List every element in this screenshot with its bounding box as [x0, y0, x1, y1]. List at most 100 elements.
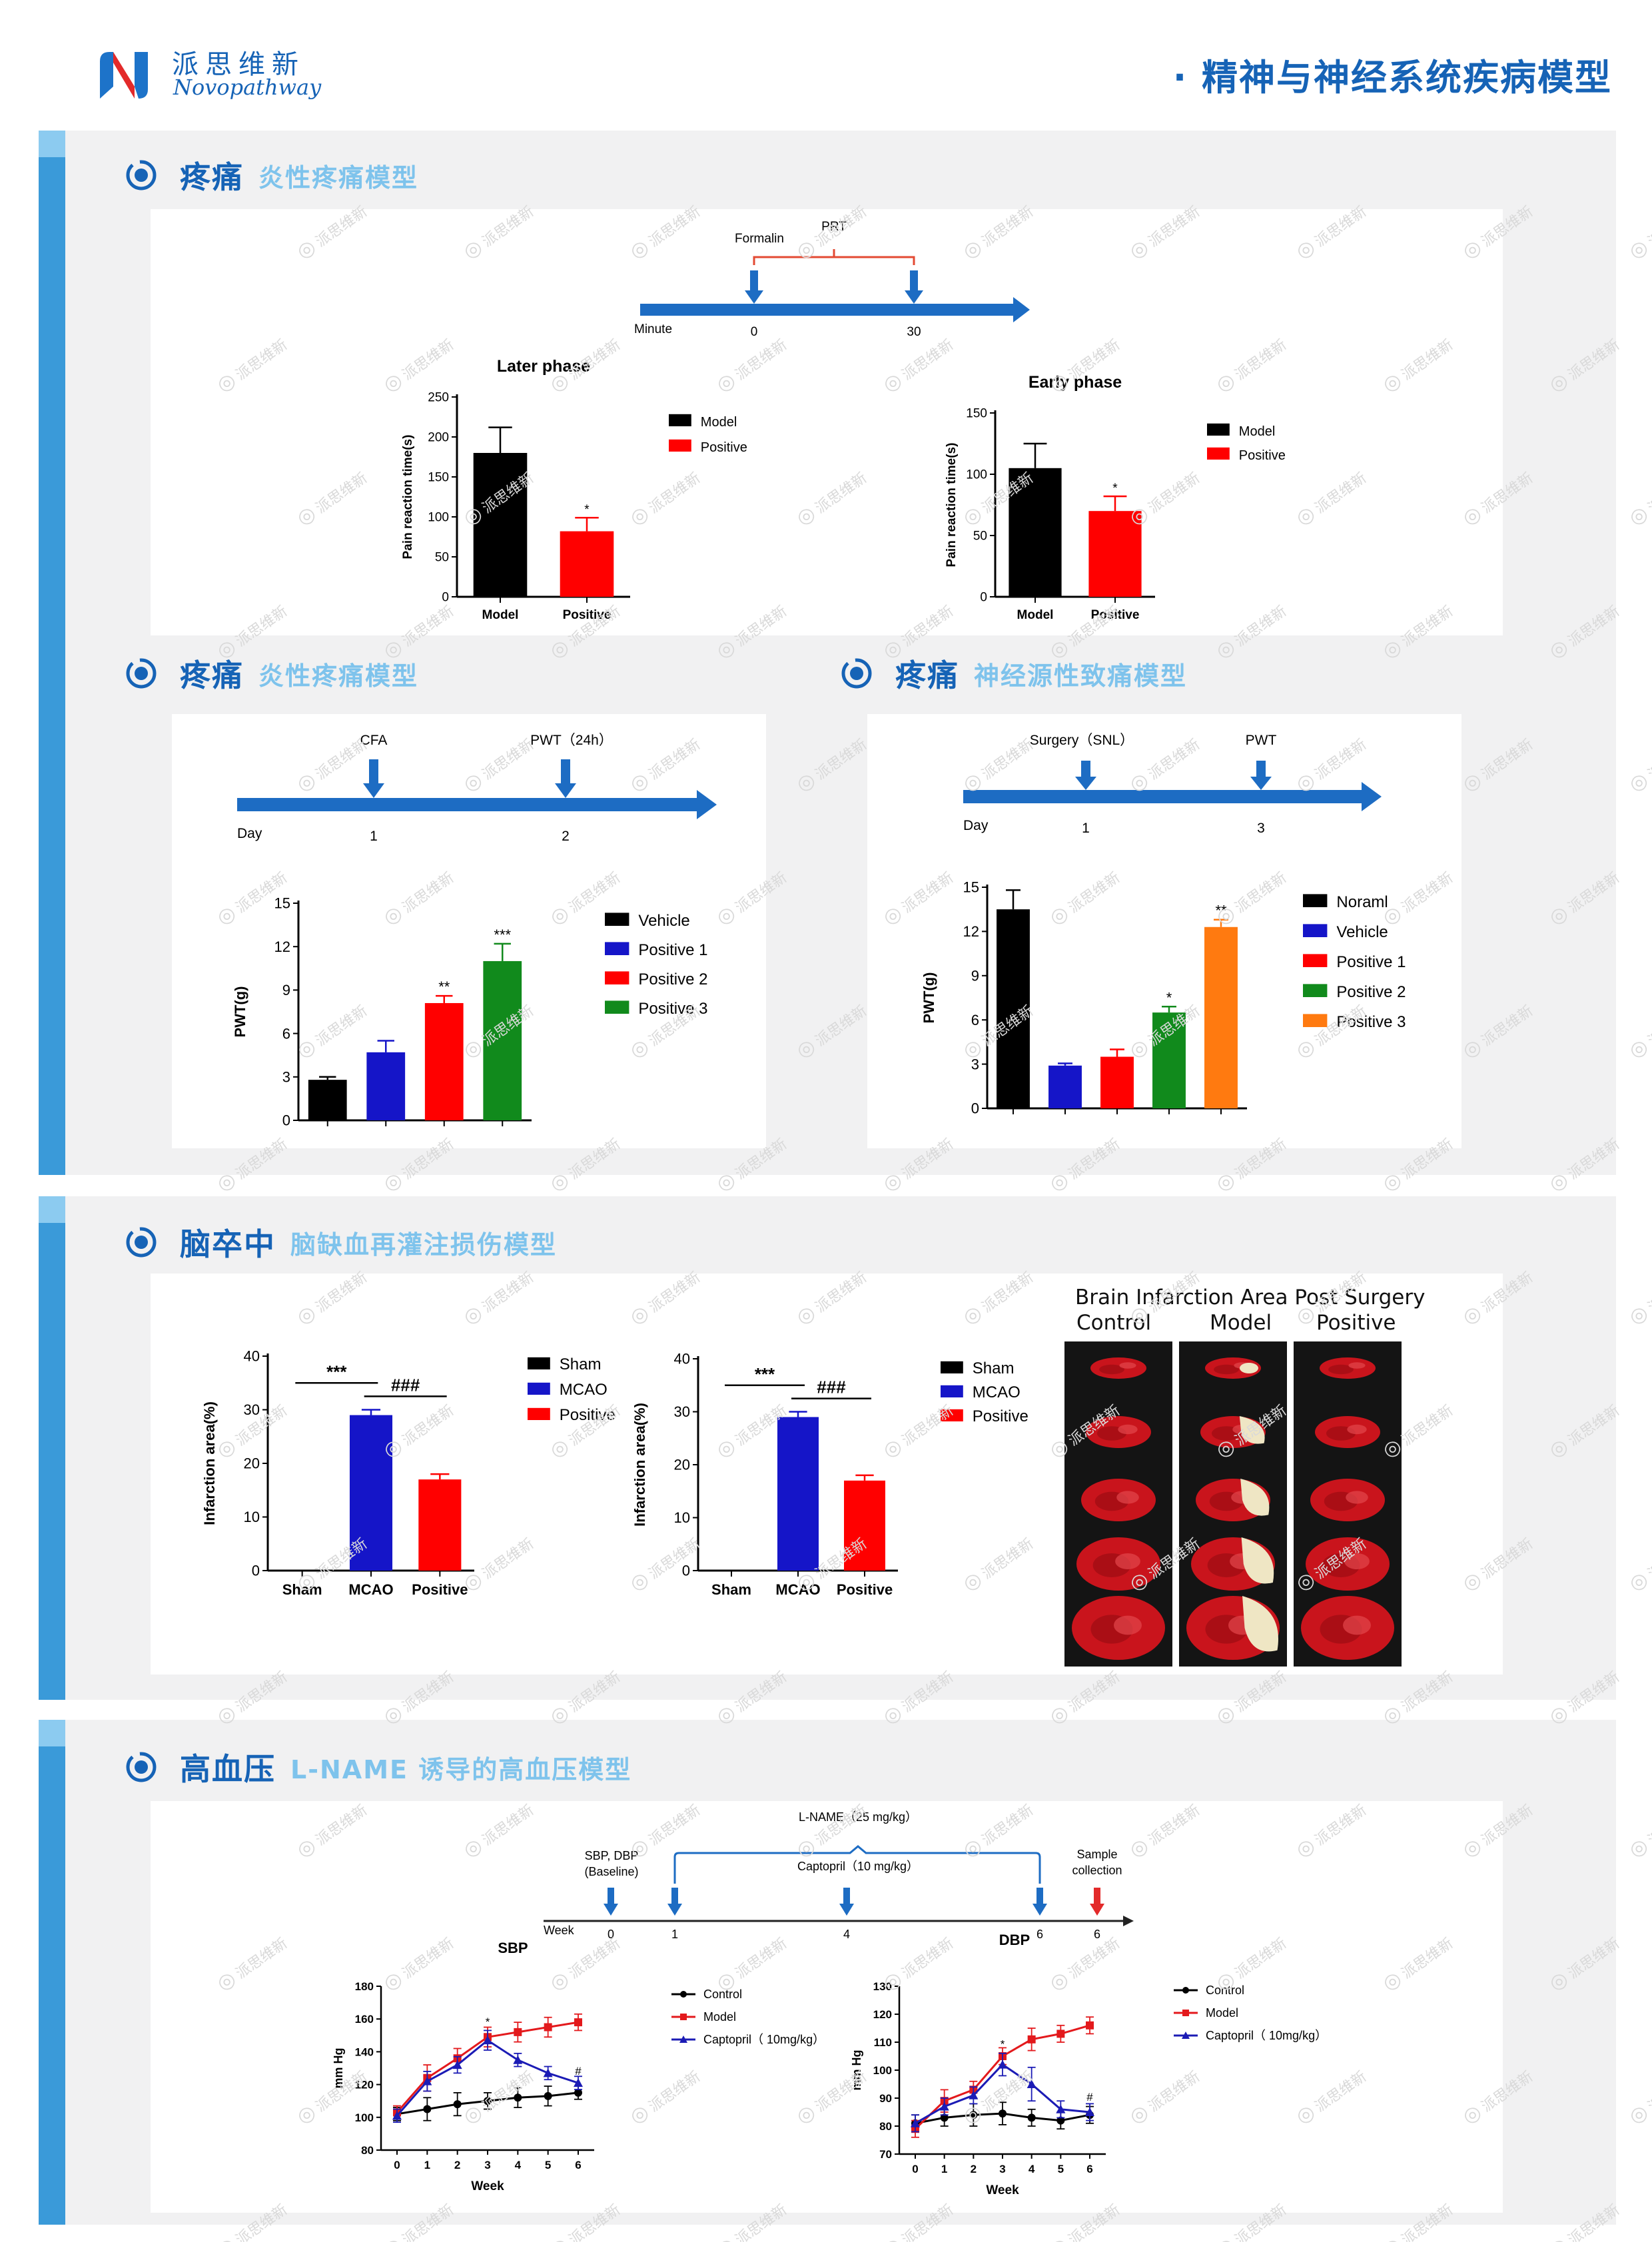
section-subtitle: 脑缺血再灌注损伤模型 [290, 1230, 558, 1260]
data-point [574, 2078, 583, 2087]
y-tick-label: 90 [879, 2092, 892, 2105]
legend-label: Vehicle [638, 912, 689, 930]
data-point [574, 2018, 582, 2027]
chart-sbp: 80 100 120 140 160 180 0 1 2 3 4 5 6 Week mm Hg SBP Cont… [332, 1940, 825, 2193]
event-label: collection [1072, 1864, 1122, 1877]
legend-swatch [528, 1382, 550, 1395]
section-stroke: 脑卒中 脑缺血再灌注损伤模型 [125, 1220, 557, 1264]
y-tick-label: 180 [355, 1980, 374, 1993]
panel-formalin: Minute 0 30 Formalin PRT 0 50 100 150 200 250… [151, 209, 1503, 635]
y-tick-label: 130 [873, 1980, 892, 1993]
x-tick-label: 0 [912, 2163, 918, 2175]
event-label: CFA [360, 733, 388, 748]
legend-swatch [1303, 924, 1328, 937]
legend-swatch [1303, 954, 1328, 967]
y-tick-label: 6 [971, 1012, 979, 1028]
legend-swatch [669, 414, 691, 426]
x-tick-label: 5 [1058, 2163, 1064, 2175]
timeline-arrowhead [1123, 1916, 1134, 1926]
event-arrow-icon [905, 270, 923, 304]
legend-swatch [528, 1357, 550, 1369]
event-arrow-icon [745, 270, 763, 304]
legend-swatch [1207, 423, 1230, 436]
chart-dbp: 70 80 90 100 110 120 130 0 1 2 3 4 5 6 Week mm Hg DBP Con… [850, 1932, 1327, 2197]
data-point [453, 2100, 462, 2109]
logo-icon [100, 52, 148, 99]
data-point [514, 2093, 522, 2102]
data-point [543, 2068, 553, 2077]
tick-label: 0 [608, 1928, 614, 1941]
legend-marker [680, 1991, 687, 1998]
panel-cfa: Day 1 2 CFA PWT（24h） 0 3 6 9 12 15 PWT(g) ** ***… [172, 714, 766, 1148]
x-tick-label: Positive [563, 608, 612, 622]
x-tick-label: 1 [424, 2159, 430, 2171]
event-label: (Baseline) [584, 1865, 638, 1878]
event-label: Surgery（SNL） [1030, 733, 1134, 748]
legend-label: Model [1239, 424, 1275, 439]
legend-label: MCAO [560, 1381, 608, 1399]
event-arrow-icon [604, 1888, 618, 1916]
tick-label: 3 [1257, 821, 1265, 836]
y-tick-label: 50 [973, 530, 987, 544]
bar [777, 1417, 819, 1571]
chart-title: SBP [498, 1940, 528, 1956]
legend-swatch [605, 913, 629, 926]
data-point [1086, 2021, 1094, 2030]
tick-label: 0 [751, 325, 758, 339]
event-arrow-icon [1075, 761, 1096, 790]
brand-name-cn: 派思维新 [172, 49, 305, 80]
bracket-label: *** [326, 1361, 347, 1381]
legend-label: Positive 1 [1336, 953, 1406, 971]
y-tick-label: 120 [873, 2008, 892, 2021]
legend-label: Sham [973, 1359, 1015, 1377]
event-arrow-icon [1250, 761, 1272, 790]
brain-column [1064, 1341, 1172, 1667]
y-tick-label: 3 [971, 1056, 979, 1072]
legend-marker [680, 2014, 687, 2020]
bar [844, 1480, 885, 1571]
watermark: ◎派思维新 [1624, 470, 1652, 531]
data-point [940, 2113, 949, 2122]
bar [418, 1479, 462, 1571]
x-tick-label: 0 [394, 2159, 400, 2171]
tick-label: 1 [370, 829, 378, 844]
event-arrow-icon [555, 759, 576, 798]
data-point [423, 2105, 432, 2113]
y-tick-label: 6 [282, 1025, 290, 1042]
timeline-axis [640, 304, 1013, 316]
section-bullet-icon [841, 657, 881, 689]
bar [560, 531, 614, 597]
section-subtitle: L-NAME 诱导的高血压模型 [290, 1754, 632, 1784]
y-tick-label: 20 [244, 1455, 260, 1472]
stroke-charts: 0 10 20 30 40 Infarction area(%) Sham MCAO Posit… [201, 1348, 1029, 1598]
section-subtitle: 炎性疼痛模型 [258, 163, 419, 192]
y-tick-label: 110 [874, 2036, 892, 2049]
legend-swatch [941, 1385, 963, 1397]
data-point [911, 2118, 920, 2127]
brain-slice-image [1064, 1341, 1402, 1667]
hypertension-timeline-and-charts: Week 0 1 4 6 6 SBP, DBP (Baseline) L-NAM… [332, 1810, 1327, 2197]
y-tick-label: 40 [244, 1348, 260, 1365]
data-point [999, 2109, 1007, 2118]
brain-col-label-positive: Positive [1316, 1311, 1396, 1335]
chart-later-phase: 0 50 100 150 200 250 Pain reaction time(s) Late… [401, 357, 747, 622]
brand-name-en: Novopathway [173, 75, 322, 100]
bracket-label: ### [817, 1377, 846, 1397]
tick-label: 1 [1082, 821, 1090, 836]
bar [366, 1052, 406, 1120]
page-title: · 精神与神经系统疾病模型 [1172, 57, 1612, 99]
data-point [1027, 2079, 1036, 2088]
data-point [484, 2097, 492, 2105]
sample-arrow-icon [1090, 1888, 1104, 1916]
data-point [513, 2055, 523, 2064]
data-point [1027, 2035, 1036, 2044]
x-tick-label: 3 [484, 2159, 490, 2171]
y-tick-label: 140 [355, 2046, 374, 2058]
legend-swatch [1303, 984, 1328, 997]
section-bullet-icon [125, 159, 165, 191]
y-axis-label: Infarction area(%) [201, 1401, 218, 1525]
y-tick-label: 100 [428, 511, 449, 525]
legend-marker [679, 2036, 687, 2043]
chart-infarction-2: 0 10 20 30 40 Infarction area(%) Sham MCAO Posit… [631, 1351, 1029, 1598]
lname-bracket [673, 1845, 1041, 1884]
